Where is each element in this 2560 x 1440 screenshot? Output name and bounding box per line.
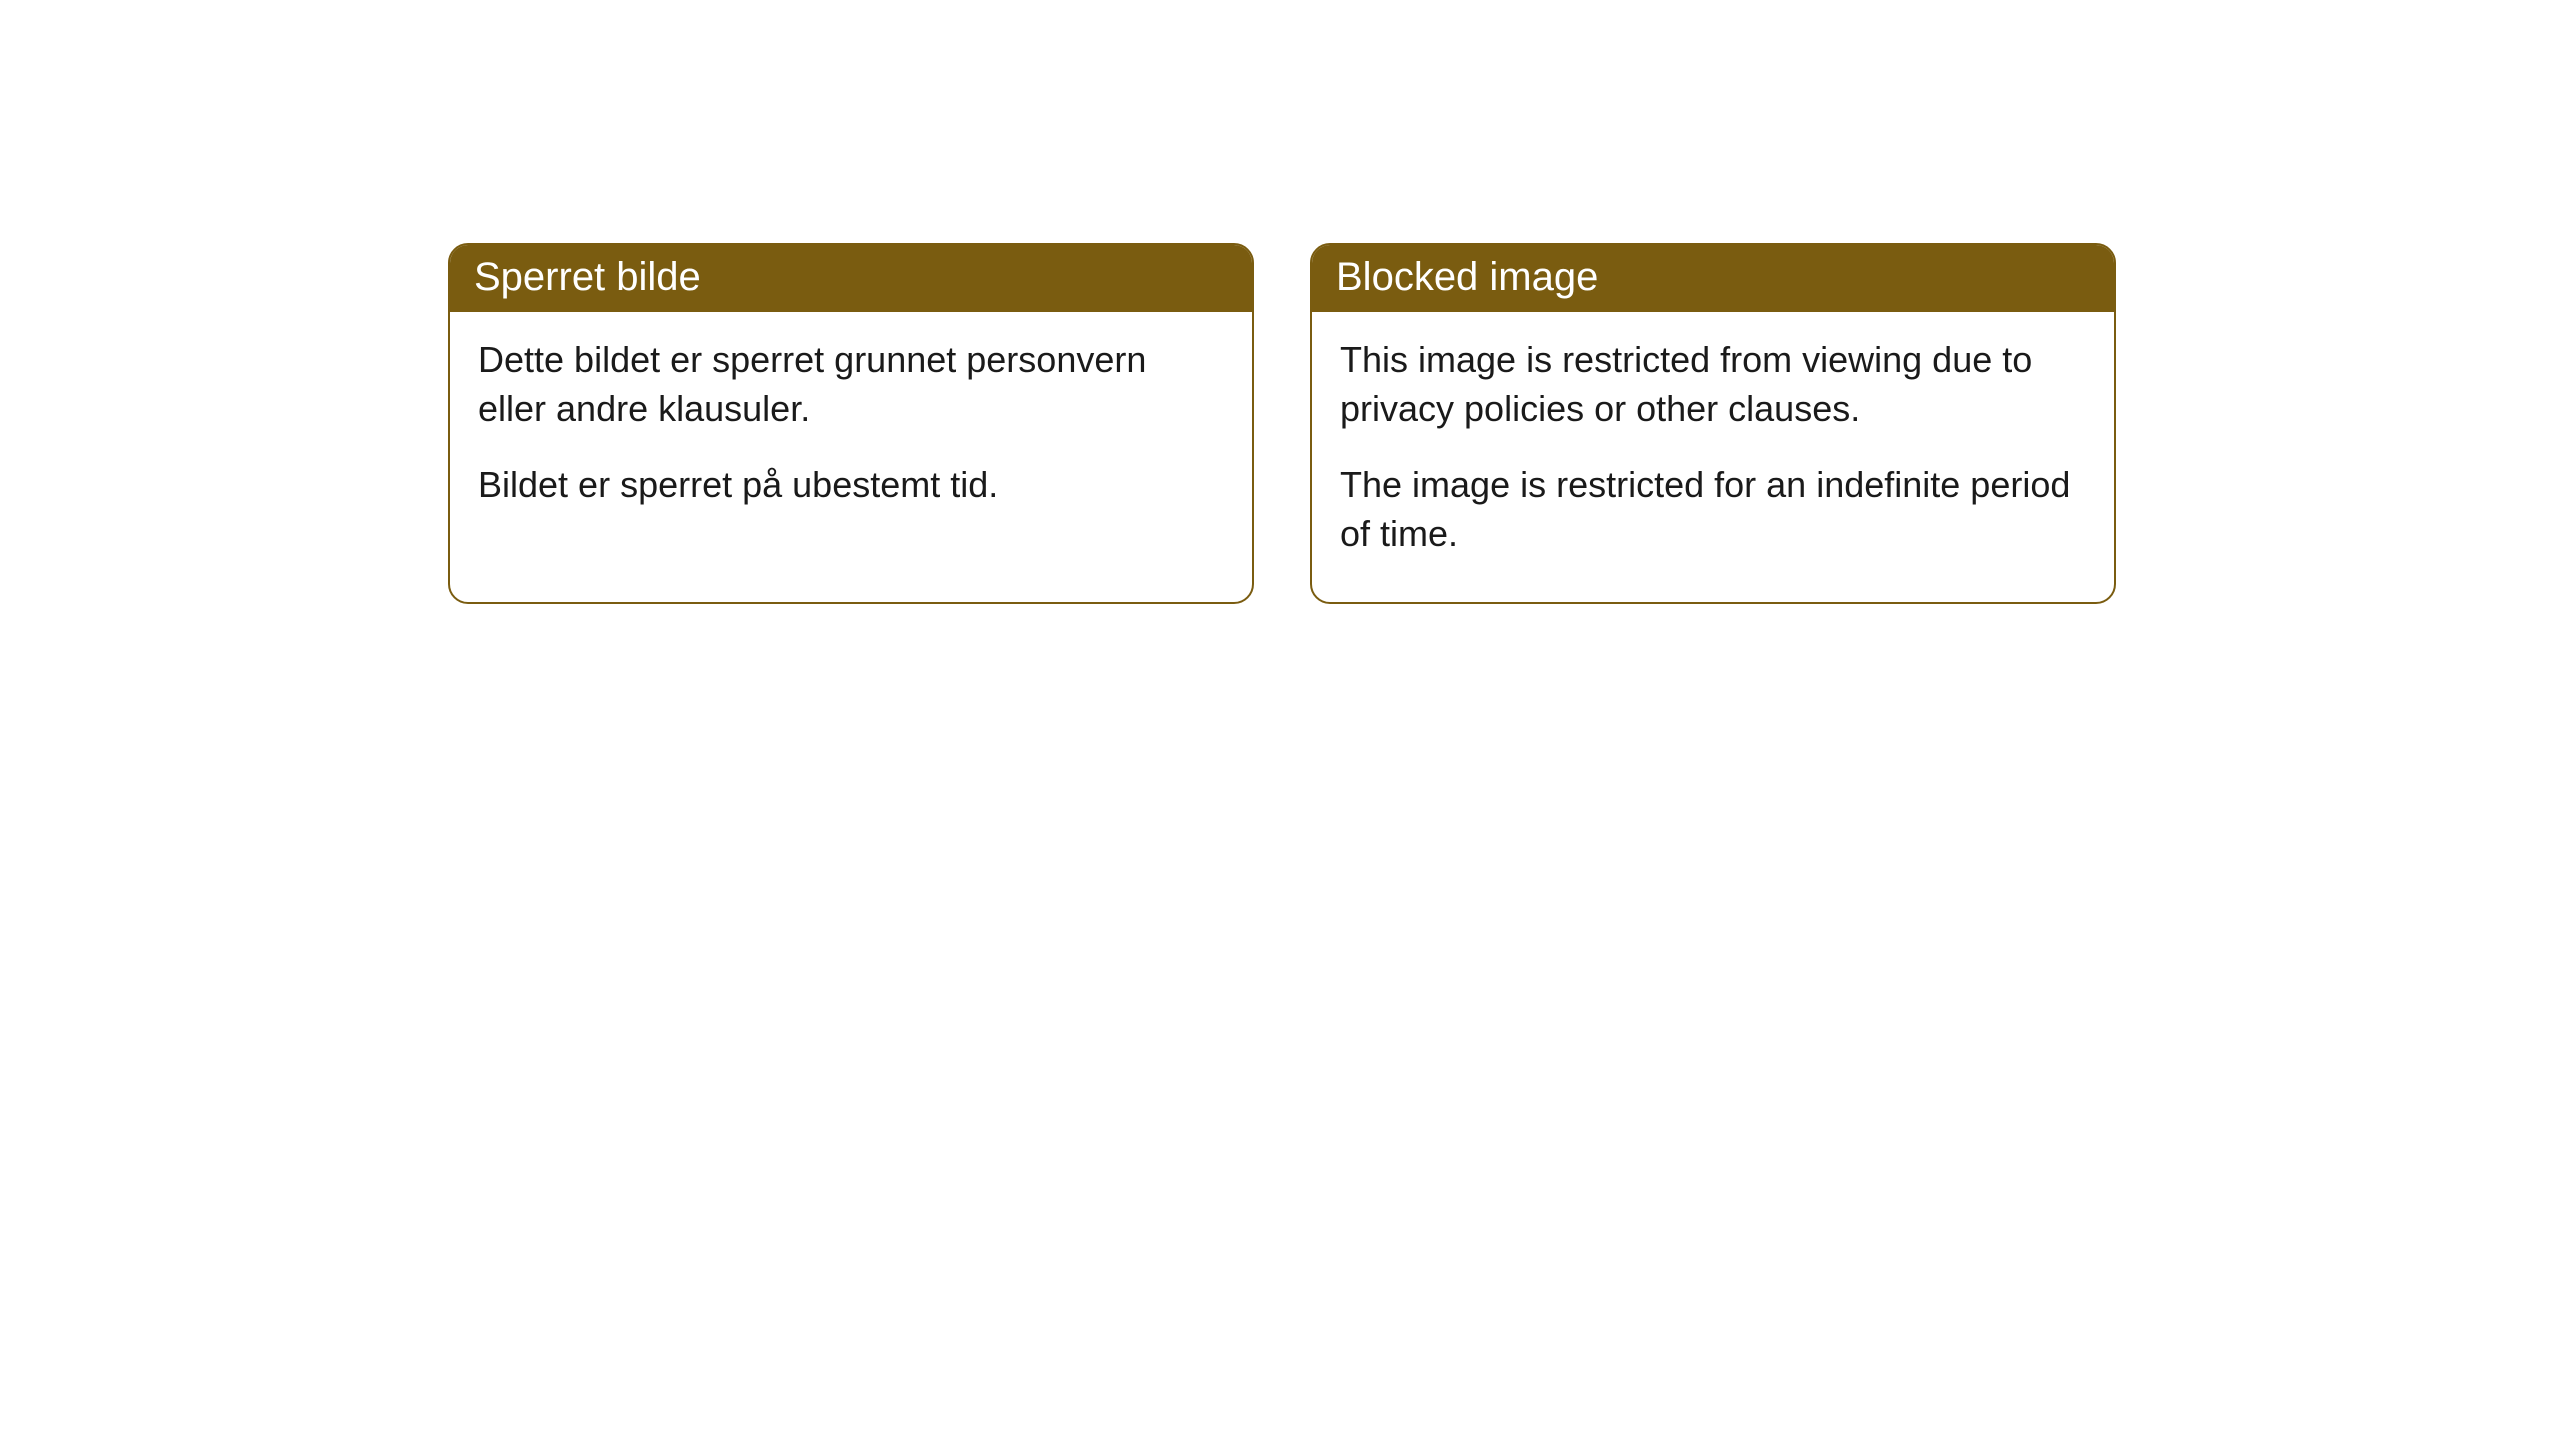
notice-container: Sperret bilde Dette bildet er sperret gr… [0, 0, 2560, 604]
notice-paragraph: Bildet er sperret på ubestemt tid. [478, 461, 1224, 510]
notice-card-body: This image is restricted from viewing du… [1312, 312, 2114, 602]
notice-paragraph: This image is restricted from viewing du… [1340, 336, 2086, 433]
notice-card-english: Blocked image This image is restricted f… [1310, 243, 2116, 604]
notice-card-body: Dette bildet er sperret grunnet personve… [450, 312, 1252, 554]
notice-card-norwegian: Sperret bilde Dette bildet er sperret gr… [448, 243, 1254, 604]
notice-card-header: Blocked image [1312, 245, 2114, 312]
notice-card-header: Sperret bilde [450, 245, 1252, 312]
notice-paragraph: Dette bildet er sperret grunnet personve… [478, 336, 1224, 433]
notice-paragraph: The image is restricted for an indefinit… [1340, 461, 2086, 558]
